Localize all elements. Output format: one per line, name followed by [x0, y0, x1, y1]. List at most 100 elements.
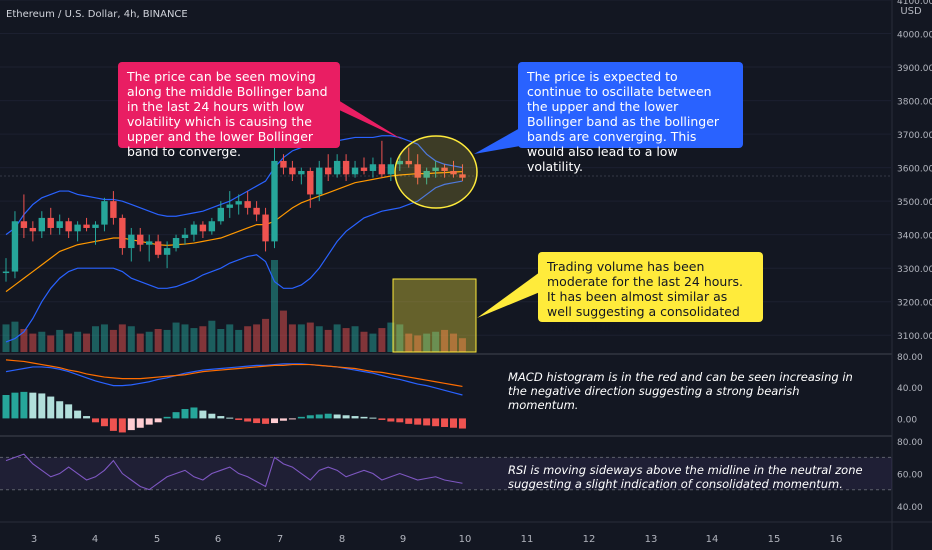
candle-body	[369, 164, 377, 171]
volume-bar	[118, 324, 126, 352]
volume-callout-pointer	[477, 272, 540, 318]
macd-histogram-bar	[414, 418, 422, 425]
volume-bar	[235, 329, 243, 352]
macd-histogram-bar	[396, 418, 404, 423]
volume-bar	[279, 310, 287, 352]
volume-bar	[262, 318, 270, 352]
candle-body	[289, 167, 296, 175]
volume-bar	[369, 333, 377, 352]
candle-body	[20, 221, 28, 228]
candle-body	[325, 167, 332, 175]
callout-bollinger-expectation: The price is expected to continue to osc…	[518, 62, 743, 174]
candle-body	[29, 227, 37, 232]
volume-bar	[154, 329, 162, 352]
candle-body	[128, 234, 135, 249]
candle-body	[101, 201, 108, 225]
volume-highlight-box	[392, 278, 477, 353]
symbol-title: Ethereum / U.S. Dollar, 4h, BINANCE	[6, 9, 188, 20]
volume-bar	[208, 320, 216, 352]
volume-bar	[56, 329, 64, 352]
candle-body	[405, 160, 412, 165]
macd-histogram-bar	[2, 395, 10, 419]
volume-bar	[163, 329, 171, 352]
price-axis-currency: USD	[900, 6, 922, 17]
candle-body	[226, 204, 233, 208]
macd-histogram-bar	[405, 418, 413, 424]
candle-body	[235, 201, 242, 205]
macd-histogram-bar	[360, 416, 368, 419]
candle-body	[2, 271, 10, 274]
macd-histogram-bar	[378, 418, 386, 420]
macd-histogram-bar	[29, 392, 37, 419]
price-tick-label: 3100.00	[897, 332, 932, 342]
macd-histogram-bar	[450, 418, 457, 428]
candle-body	[11, 221, 19, 272]
candle-body	[146, 241, 153, 245]
price-tick-label: 3600.00	[897, 165, 932, 175]
macd-histogram-bar	[253, 418, 261, 424]
macd-histogram-bar	[172, 412, 180, 419]
volume-bar	[414, 335, 422, 352]
macd-histogram-bar	[297, 416, 305, 419]
volume-bar	[458, 338, 466, 352]
x-tick-label: 5	[154, 534, 160, 545]
candle-body	[119, 217, 126, 249]
candle-body	[56, 221, 63, 228]
candle-body	[432, 167, 439, 171]
x-tick-label: 14	[706, 534, 719, 545]
price-axis-column	[892, 0, 932, 550]
macd-histogram-bar	[47, 396, 55, 419]
candle-body	[217, 207, 224, 222]
candle-body	[262, 214, 269, 242]
x-tick-label: 9	[400, 534, 406, 545]
volume-bar	[423, 333, 431, 352]
macd-histogram-bar	[369, 417, 377, 419]
candle-body	[154, 241, 162, 255]
macd-histogram-bar	[262, 418, 270, 424]
macd-histogram-bar	[217, 416, 225, 419]
volume-bar	[271, 260, 278, 352]
price-tick-label: 4000.00	[897, 31, 932, 41]
volume-bar	[172, 322, 180, 352]
price-tick-label: 3500.00	[897, 198, 932, 208]
candle-body	[414, 164, 421, 178]
macd-histogram-bar	[20, 391, 28, 419]
price-tick-label: 4100.00	[897, 0, 932, 7]
volume-bar	[38, 331, 46, 352]
candle-body	[271, 160, 278, 242]
volume-bar	[315, 326, 323, 352]
candle-body	[137, 234, 144, 245]
macd-tick-label: 80.00	[897, 353, 923, 363]
macd-histogram-bar	[109, 418, 117, 431]
candle-body	[333, 160, 341, 175]
candle-body	[307, 170, 314, 195]
volume-bar	[47, 335, 55, 352]
volume-bar	[244, 326, 252, 352]
x-tick-label: 13	[645, 534, 658, 545]
x-tick-label: 10	[459, 534, 472, 545]
macd-histogram-bar	[279, 418, 287, 421]
macd-histogram-bar	[154, 418, 162, 423]
callout-bollinger-middle: The price can be seen moving along the m…	[118, 62, 340, 159]
candle-body	[316, 167, 323, 195]
volume-bar	[306, 322, 314, 352]
candle-body	[199, 224, 207, 232]
volume-bar	[127, 326, 135, 352]
macd-histogram-bar	[423, 418, 431, 426]
volume-bar	[450, 333, 457, 352]
volume-bar	[136, 333, 144, 352]
candle-body	[208, 221, 216, 232]
candle-body	[110, 201, 117, 218]
volume-bar	[360, 331, 368, 352]
macd-histogram-bar	[315, 414, 323, 419]
volume-bar	[100, 324, 108, 352]
macd-histogram-bar	[324, 413, 332, 419]
volume-bar	[109, 329, 117, 352]
volume-bar	[65, 333, 73, 352]
x-tick-label: 6	[215, 534, 221, 545]
note-macd: MACD histogram is in the red and can be …	[508, 370, 853, 412]
volume-bar	[217, 329, 225, 352]
volume-bar	[351, 326, 359, 352]
volume-bar	[432, 331, 440, 352]
